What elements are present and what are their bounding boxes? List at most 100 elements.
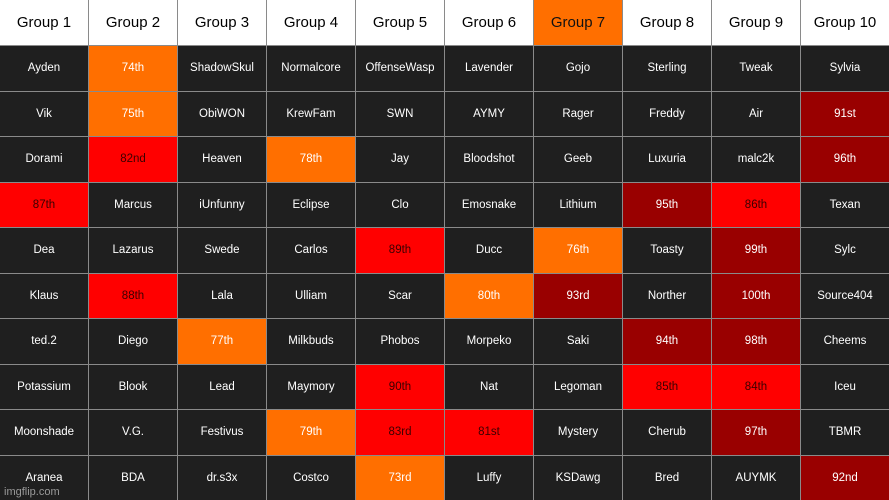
cell-r4-c6: Emosnake: [445, 182, 533, 227]
cell-r4-c3: iUnfunny: [178, 182, 266, 227]
group-header-4: Group 4: [267, 0, 355, 45]
cell-r8-c3: Lead: [178, 364, 266, 409]
cell-r2-c5: SWN: [356, 91, 444, 136]
cell-r7-c8: 94th: [623, 319, 711, 364]
cell-r2-c9: Air: [712, 91, 800, 136]
cell-r8-c2: Blook: [89, 364, 177, 409]
cell-r3-c2: 82nd: [89, 137, 177, 182]
cell-r4-c10: Texan: [801, 182, 889, 227]
cell-r6-c9: 100th: [712, 273, 800, 318]
cell-r10-c5: 73rd: [356, 455, 444, 500]
cell-r3-c6: Bloodshot: [445, 137, 533, 182]
cell-r1-c7: Gojo: [534, 46, 622, 91]
cell-r2-c4: KrewFam: [267, 91, 355, 136]
cell-r2-c10: 91st: [801, 91, 889, 136]
cell-r3-c3: Heaven: [178, 137, 266, 182]
group-header-9: Group 9: [712, 0, 800, 45]
cell-r5-c3: Swede: [178, 228, 266, 273]
cell-r5-c5: 89th: [356, 228, 444, 273]
cell-r8-c4: Maymory: [267, 364, 355, 409]
group-header-2: Group 2: [89, 0, 177, 45]
cell-r8-c10: Iceu: [801, 364, 889, 409]
cell-r3-c9: malc2k: [712, 137, 800, 182]
cell-r5-c1: Dea: [0, 228, 88, 273]
cell-r1-c2: 74th: [89, 46, 177, 91]
group-header-1: Group 1: [0, 0, 88, 45]
cell-r6-c3: Lala: [178, 273, 266, 318]
cell-r9-c10: TBMR: [801, 410, 889, 455]
cell-r4-c9: 86th: [712, 182, 800, 227]
cell-r3-c4: 78th: [267, 137, 355, 182]
cell-r6-c5: Scar: [356, 273, 444, 318]
cell-r8-c5: 90th: [356, 364, 444, 409]
cell-r7-c6: Morpeko: [445, 319, 533, 364]
cell-r6-c4: Ulliam: [267, 273, 355, 318]
cell-r4-c5: Clo: [356, 182, 444, 227]
cell-r10-c10: 92nd: [801, 455, 889, 500]
cell-r7-c7: Saki: [534, 319, 622, 364]
cell-r8-c6: Nat: [445, 364, 533, 409]
cell-r8-c8: 85th: [623, 364, 711, 409]
cell-r1-c6: Lavender: [445, 46, 533, 91]
cell-r1-c8: Sterling: [623, 46, 711, 91]
group-header-5: Group 5: [356, 0, 444, 45]
cell-r7-c2: Diego: [89, 319, 177, 364]
cell-r9-c2: V.G.: [89, 410, 177, 455]
cell-r6-c10: Source404: [801, 273, 889, 318]
cell-r10-c7: KSDawg: [534, 455, 622, 500]
cell-r4-c7: Lithium: [534, 182, 622, 227]
cell-r8-c7: Legoman: [534, 364, 622, 409]
group-header-8: Group 8: [623, 0, 711, 45]
cell-r3-c1: Dorami: [0, 137, 88, 182]
cell-r3-c8: Luxuria: [623, 137, 711, 182]
cell-r9-c3: Festivus: [178, 410, 266, 455]
cell-r1-c3: ShadowSkul: [178, 46, 266, 91]
cell-r5-c4: Carlos: [267, 228, 355, 273]
cell-r6-c7: 93rd: [534, 273, 622, 318]
cell-r4-c8: 95th: [623, 182, 711, 227]
cell-r9-c6: 81st: [445, 410, 533, 455]
group-header-3: Group 3: [178, 0, 266, 45]
cell-r1-c10: Sylvia: [801, 46, 889, 91]
group-header-7: Group 7: [534, 0, 622, 45]
cell-r7-c1: ted.2: [0, 319, 88, 364]
cell-r3-c7: Geeb: [534, 137, 622, 182]
cell-r4-c4: Eclipse: [267, 182, 355, 227]
cell-r2-c6: AYMY: [445, 91, 533, 136]
cell-r6-c2: 88th: [89, 273, 177, 318]
cell-r10-c6: Luffy: [445, 455, 533, 500]
cell-r9-c5: 83rd: [356, 410, 444, 455]
cell-r10-c3: dr.s3x: [178, 455, 266, 500]
group-header-6: Group 6: [445, 0, 533, 45]
cell-r8-c9: 84th: [712, 364, 800, 409]
cell-r2-c7: Rager: [534, 91, 622, 136]
cell-r9-c7: Mystery: [534, 410, 622, 455]
cell-r7-c10: Cheems: [801, 319, 889, 364]
cell-r10-c4: Costco: [267, 455, 355, 500]
cell-r5-c2: Lazarus: [89, 228, 177, 273]
cell-r4-c1: 87th: [0, 182, 88, 227]
cell-r6-c8: Norther: [623, 273, 711, 318]
cell-r7-c4: Milkbuds: [267, 319, 355, 364]
cell-r3-c5: Jay: [356, 137, 444, 182]
cell-r1-c1: Ayden: [0, 46, 88, 91]
cell-r9-c8: Cherub: [623, 410, 711, 455]
cell-r4-c2: Marcus: [89, 182, 177, 227]
cell-r5-c9: 99th: [712, 228, 800, 273]
cell-r5-c6: Ducc: [445, 228, 533, 273]
cell-r6-c1: Klaus: [0, 273, 88, 318]
cell-r2-c1: Vik: [0, 91, 88, 136]
cell-r6-c6: 80th: [445, 273, 533, 318]
cell-r5-c8: Toasty: [623, 228, 711, 273]
cell-r10-c2: BDA: [89, 455, 177, 500]
cell-r1-c4: Normalcore: [267, 46, 355, 91]
cell-r10-c1: Aranea: [0, 455, 88, 500]
cell-r9-c1: Moonshade: [0, 410, 88, 455]
group-header-10: Group 10: [801, 0, 889, 45]
cell-r7-c9: 98th: [712, 319, 800, 364]
cell-r2-c8: Freddy: [623, 91, 711, 136]
cell-r9-c9: 97th: [712, 410, 800, 455]
cell-r7-c3: 77th: [178, 319, 266, 364]
cell-r10-c8: Bred: [623, 455, 711, 500]
